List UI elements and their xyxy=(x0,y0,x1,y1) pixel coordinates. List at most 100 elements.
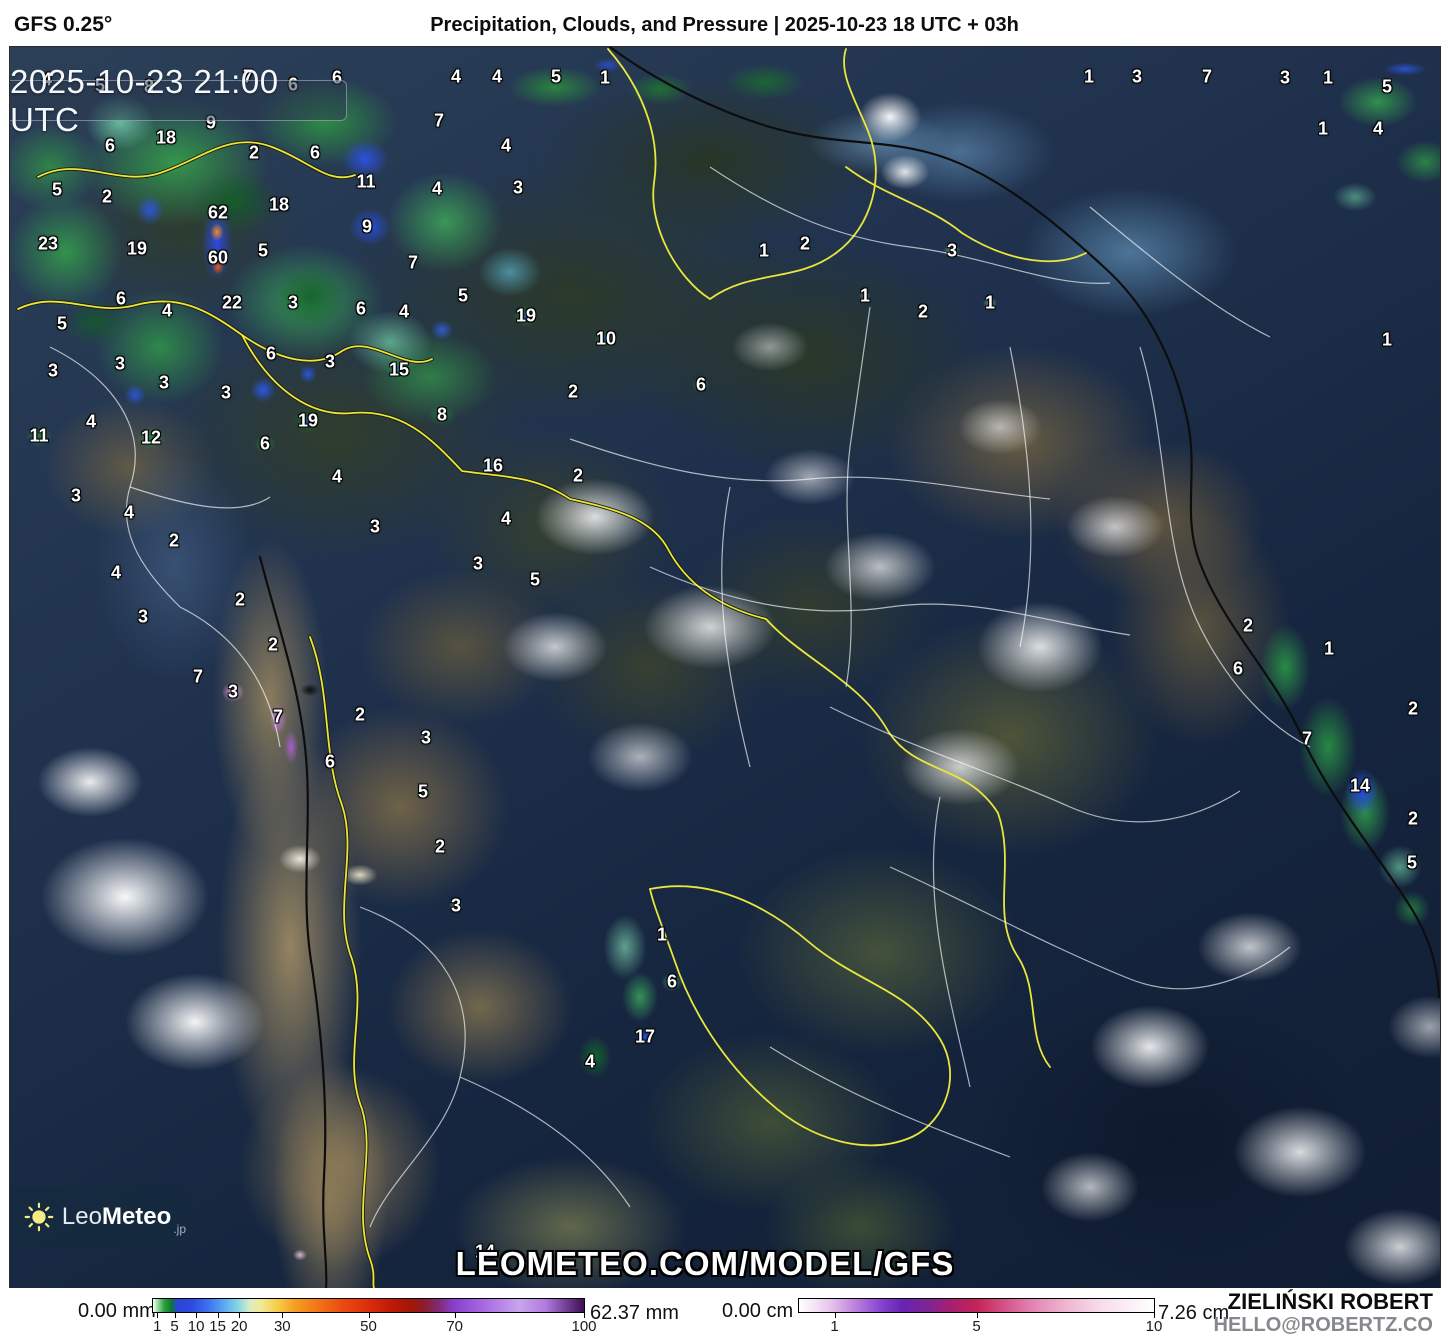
precip-value-label: 15 xyxy=(388,359,410,380)
legend-tick xyxy=(157,1312,159,1318)
precip-value-label: 4 xyxy=(110,562,122,583)
satellite-precip-layer xyxy=(10,47,1440,1288)
border-lines-overlay xyxy=(16,47,1440,1288)
precip-value-label: 22 xyxy=(221,292,243,313)
precip-value-label: 3 xyxy=(158,372,170,393)
precip-value-label: 8 xyxy=(436,404,448,425)
precip-value-label: 3 xyxy=(420,727,432,748)
precip-value-label: 9 xyxy=(205,112,217,133)
precip-value-label: 7 xyxy=(433,110,445,131)
precip-value-label: 3 xyxy=(450,895,462,916)
precip-value-label: 5 xyxy=(56,313,68,334)
legend-tick xyxy=(368,1312,370,1318)
precip-value-label: 2 xyxy=(917,301,929,322)
precip-value-label: 1 xyxy=(656,924,668,945)
precip-value-label: 23 xyxy=(37,233,59,254)
legend-tick xyxy=(239,1312,241,1318)
precip-value-label: 4 xyxy=(398,301,410,322)
precip-scale-max: 62.37 mm xyxy=(590,1302,679,1324)
precip-value-label: 4 xyxy=(331,466,343,487)
precip-value-label: 18 xyxy=(268,194,290,215)
precip-value-label: 1 xyxy=(1083,66,1095,87)
legend-tick xyxy=(1154,1312,1155,1318)
header-bar: GFS 0.25° Precipitation, Clouds, and Pre… xyxy=(0,0,1449,47)
legend-tick-label: 100 xyxy=(571,1318,597,1335)
precip-value-label: 3 xyxy=(137,606,149,627)
legend-tick xyxy=(217,1312,219,1318)
precip-value-label: 3 xyxy=(47,360,59,381)
precip-value-label: 6 xyxy=(115,288,127,309)
precip-value-label: 2 xyxy=(567,381,579,402)
precip-value-label: 6 xyxy=(309,142,321,163)
precip-value-label: 2 xyxy=(1407,698,1419,719)
precip-value-label: 3 xyxy=(512,177,524,198)
precip-value-label: 3 xyxy=(70,485,82,506)
precip-value-label: 1 xyxy=(1322,67,1334,88)
state-border-paths xyxy=(49,166,1311,1228)
precip-value-label: 5 xyxy=(1406,852,1418,873)
precip-value-label: 1 xyxy=(1381,329,1393,350)
precip-value-label: 16 xyxy=(482,455,504,476)
precip-value-label: 3 xyxy=(220,382,232,403)
legend-tick xyxy=(174,1312,176,1318)
precip-value-label: 11 xyxy=(356,171,376,192)
precip-value-label: 7 xyxy=(1301,728,1313,749)
legend-tick xyxy=(196,1312,198,1318)
precip-value-label: 6 xyxy=(104,135,116,156)
precip-value-label: 12 xyxy=(140,427,162,448)
precip-value-label: 3 xyxy=(1279,67,1291,88)
precip-value-label: 3 xyxy=(946,240,958,261)
precip-value-label: 3 xyxy=(472,553,484,574)
page-title: Precipitation, Clouds, and Pressure | 20… xyxy=(430,14,1019,36)
precip-value-label: 1 xyxy=(1323,638,1335,659)
precip-value-label: 19 xyxy=(297,410,319,431)
legend-tick xyxy=(282,1312,284,1318)
timestamp-overlay: 2025-10-23 21:00 UTC xyxy=(10,63,347,138)
legend-tick xyxy=(834,1312,836,1318)
precip-value-label: 2 xyxy=(248,142,260,163)
precip-value-label: 5 xyxy=(457,285,469,306)
precip-value-label: 5 xyxy=(1381,76,1393,97)
weather-map[interactable]: 4587664451137315918672614521144362189231… xyxy=(9,46,1441,1289)
precip-value-label: 3 xyxy=(114,353,126,374)
precip-value-label: 3 xyxy=(287,292,299,313)
precip-value-label: 6 xyxy=(331,67,343,88)
watermark-url: LEOMETEO.COM/MODEL/GFS xyxy=(455,1245,955,1282)
precip-value-label: 17 xyxy=(634,1026,656,1047)
legend-tick xyxy=(454,1312,456,1318)
precip-value-label: 2 xyxy=(434,836,446,857)
legend-tick-label: 10 xyxy=(1145,1318,1163,1335)
precip-value-label: 3 xyxy=(227,681,239,702)
precip-value-label: 3 xyxy=(1131,66,1143,87)
precip-value-label: 6 xyxy=(666,971,678,992)
precip-value-label: 4 xyxy=(491,66,503,87)
snow-colorbar: 1 5 10 xyxy=(798,1298,1162,1335)
precip-value-label: 5 xyxy=(529,569,541,590)
precip-value-label: 6 xyxy=(355,298,367,319)
legend-footer: 0.00 mm 1 5 10 15 20 30 50 70 100 62.37 mm 0.00 … xyxy=(0,1288,1449,1338)
precip-value-label: 7 xyxy=(272,706,284,727)
precip-value-label: 1 xyxy=(599,67,611,88)
precip-value-label: 11 xyxy=(29,425,49,446)
precip-value-label: 7 xyxy=(192,666,204,687)
precip-value-label: 4 xyxy=(123,502,135,523)
legend-tick-label: 1 xyxy=(153,1318,162,1335)
precip-value-label: 4 xyxy=(500,508,512,529)
precip-value-label: 62 xyxy=(207,202,229,223)
precip-value-label: 9 xyxy=(361,216,373,237)
legend-tick xyxy=(584,1312,585,1318)
precip-value-label: 14 xyxy=(474,1241,496,1262)
precip-value-label: 4 xyxy=(584,1051,596,1072)
precip-value-label: 2 xyxy=(799,233,811,254)
sun-icon xyxy=(24,1202,54,1232)
snow-scale-max: 7.26 cm xyxy=(1158,1302,1230,1324)
precip-value-label: 19 xyxy=(126,238,148,259)
precip-value-label: 2 xyxy=(267,634,279,655)
precip-value-label: 5 xyxy=(257,240,269,261)
legend-tick-label: 10 xyxy=(187,1318,205,1335)
precip-value-label: 1 xyxy=(758,240,770,261)
precip-value-label: 4 xyxy=(431,178,443,199)
precip-value-label: 2 xyxy=(101,186,113,207)
legend-tick-label: 5 xyxy=(972,1318,981,1335)
logo-wordmark: LeoMeteo xyxy=(61,1203,172,1230)
